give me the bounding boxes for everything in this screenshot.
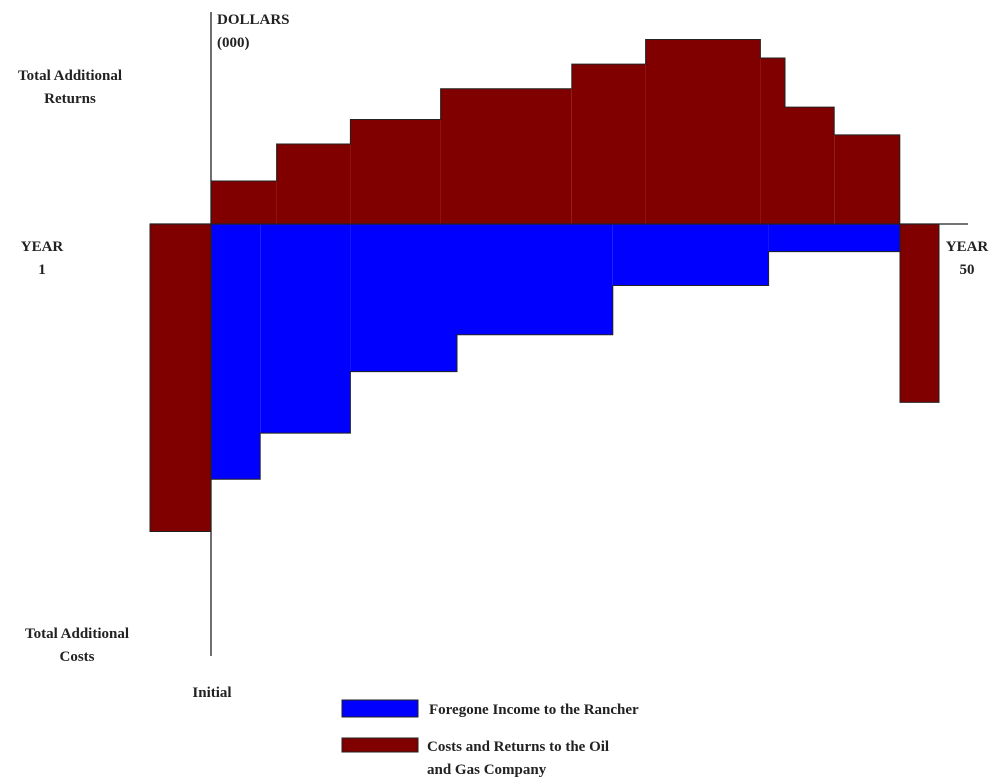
year-end-label-line2: 50 xyxy=(960,262,975,278)
bars-layer xyxy=(149,39,940,532)
rancher-foregone-step-3 xyxy=(350,224,457,372)
oil-gas-initial-cost-bar xyxy=(149,223,212,532)
returns-label-line2: Returns xyxy=(44,91,96,107)
rancher-foregone-step-1 xyxy=(211,224,261,480)
units-label-line2: (000) xyxy=(217,35,250,51)
oil-gas-final-cost-bar xyxy=(899,223,940,403)
oil-gas-return-step-2 xyxy=(276,144,351,224)
legend: Foregone Income to the Rancher Costs and… xyxy=(341,699,639,778)
costs-label-line2: Costs xyxy=(59,649,94,665)
oil-gas-return-step-4 xyxy=(440,88,572,224)
costs-label-line1: Total Additional xyxy=(25,626,129,642)
oil-gas-return-step-3 xyxy=(350,119,441,224)
rancher-foregone-step-4 xyxy=(457,224,613,335)
year-start-label-line2: 1 xyxy=(38,262,46,278)
year-end-label-line1: YEAR xyxy=(946,239,989,255)
oil-gas-return-step-1 xyxy=(211,180,277,224)
legend-swatch-rancher xyxy=(341,699,419,718)
units-label-line1: DOLLARS xyxy=(217,12,290,28)
rancher-foregone-step-6 xyxy=(768,224,900,252)
oil-gas-return-step-9 xyxy=(834,134,900,224)
legend-swatch-oil-gas xyxy=(341,737,419,753)
initial-label: Initial xyxy=(192,685,231,701)
rancher-foregone-step-5 xyxy=(612,224,769,286)
legend-label-oil-gas-line1: Costs and Returns to the Oil xyxy=(427,739,609,755)
rancher-foregone-step-2 xyxy=(260,224,351,434)
oil-gas-return-step-6 xyxy=(645,39,761,224)
legend-label-oil-gas-line2: and Gas Company xyxy=(427,762,547,778)
oil-gas-return-step-5 xyxy=(571,64,646,224)
returns-label-line1: Total Additional xyxy=(18,68,122,84)
year-start-label-line1: YEAR xyxy=(21,239,64,255)
oil-gas-return-step-7 xyxy=(760,57,785,225)
oil-gas-return-step-8 xyxy=(785,107,835,224)
rancher-foregone-outline xyxy=(210,224,901,480)
oil-gas-return-outline xyxy=(210,39,901,224)
legend-label-rancher: Foregone Income to the Rancher xyxy=(429,702,639,718)
